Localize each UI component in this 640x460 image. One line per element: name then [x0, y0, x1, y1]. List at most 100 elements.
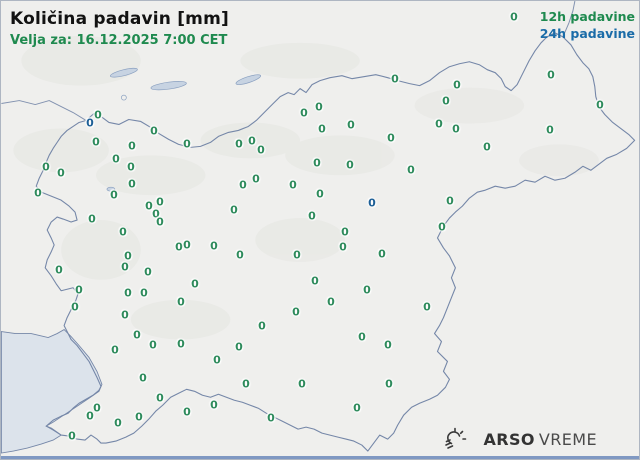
station-value-12h: 0 — [257, 143, 265, 157]
station-value-12h: 0 — [175, 240, 183, 254]
station-value-12h: 0 — [110, 188, 118, 202]
station-value-12h: 0 — [156, 391, 164, 405]
station-value-12h: 0 — [452, 122, 460, 136]
station-value-12h: 0 — [177, 295, 185, 309]
sun-icon — [445, 427, 467, 449]
station-value-12h: 0 — [144, 265, 152, 279]
station-value-12h: 0 — [71, 300, 79, 314]
station-value-12h: 0 — [313, 156, 321, 170]
station-value-12h: 0 — [124, 249, 132, 263]
station-value-12h: 0 — [358, 330, 366, 344]
station-value-12h: 0 — [510, 10, 518, 24]
station-value-12h: 0 — [112, 152, 120, 166]
station-value-12h: 0 — [86, 409, 94, 423]
station-value-12h: 0 — [149, 338, 157, 352]
station-value-12h: 0 — [453, 78, 461, 92]
station-value-12h: 0 — [94, 108, 102, 122]
station-value-24h: 0 — [368, 196, 376, 210]
logo-text-arso: ARSO — [483, 429, 535, 449]
station-value-12h: 0 — [55, 263, 63, 277]
station-value-12h: 0 — [546, 123, 554, 137]
station-value-12h: 0 — [235, 137, 243, 151]
station-value-12h: 0 — [93, 401, 101, 415]
slovenia-border — [35, 32, 636, 452]
station-value-12h: 0 — [483, 140, 491, 154]
station-value-12h: 0 — [213, 353, 221, 367]
station-value-12h: 0 — [311, 274, 319, 288]
station-value-12h: 0 — [114, 416, 122, 430]
border-lines — [1, 1, 576, 121]
station-value-12h: 0 — [135, 410, 143, 424]
valid-time-label: Velja za: 16.12.2025 7:00 CET — [10, 33, 228, 49]
station-value-12h: 0 — [391, 72, 399, 86]
station-value-12h: 0 — [133, 328, 141, 342]
station-value-12h: 0 — [140, 286, 148, 300]
station-value-12h: 0 — [242, 377, 250, 391]
sea-area — [1, 329, 103, 454]
station-value-12h: 0 — [183, 405, 191, 419]
station-value-12h: 0 — [442, 94, 450, 108]
station-value-12h: 0 — [346, 158, 354, 172]
station-value-12h: 0 — [92, 135, 100, 149]
station-value-12h: 0 — [308, 209, 316, 223]
map-header: Količina padavin [mm] Velja za: 16.12.20… — [10, 9, 229, 50]
station-value-12h: 0 — [111, 343, 119, 357]
page-title: Količina padavin [mm] — [10, 9, 229, 29]
station-value-12h: 0 — [177, 337, 185, 351]
station-value-12h: 0 — [316, 187, 324, 201]
legend-item-12h: 12h padavine — [539, 9, 635, 24]
station-value-12h: 0 — [139, 371, 147, 385]
station-value-12h: 0 — [363, 283, 371, 297]
station-value-12h: 0 — [339, 240, 347, 254]
station-value-12h: 0 — [34, 186, 42, 200]
station-value-12h: 0 — [235, 340, 243, 354]
station-value-12h: 0 — [128, 177, 136, 191]
station-value-12h: 0 — [88, 212, 96, 226]
station-value-12h: 0 — [210, 239, 218, 253]
station-value-12h: 0 — [248, 134, 256, 148]
terrain-shading — [1, 35, 599, 368]
station-value-12h: 0 — [42, 160, 50, 174]
station-value-12h: 0 — [210, 398, 218, 412]
station-value-12h: 0 — [121, 308, 129, 322]
station-value-12h: 0 — [145, 199, 153, 213]
station-value-12h: 0 — [300, 106, 308, 120]
arso-vreme-logo: ARSO VREME — [443, 427, 597, 451]
map-bottom-edge — [1, 456, 639, 459]
station-value-12h: 0 — [267, 411, 275, 425]
station-value-12h: 0 — [75, 283, 83, 297]
station-value-12h: 0 — [128, 139, 136, 153]
station-value-12h: 0 — [315, 100, 323, 114]
station-value-12h: 0 — [156, 215, 164, 229]
station-value-12h: 0 — [150, 124, 158, 138]
station-value-12h: 0 — [119, 225, 127, 239]
logo-text-vreme: VREME — [538, 429, 597, 449]
station-value-12h: 0 — [57, 166, 65, 180]
station-value-12h: 0 — [384, 338, 392, 352]
station-value-12h: 0 — [341, 225, 349, 239]
station-value-12h: 0 — [183, 137, 191, 151]
station-value-12h: 0 — [127, 160, 135, 174]
station-value-12h: 0 — [292, 305, 300, 319]
legend-item-24h: 24h padavine — [539, 25, 635, 41]
station-value-12h: 0 — [347, 118, 355, 132]
station-value-12h: 0 — [318, 122, 326, 136]
station-value-12h: 0 — [156, 195, 164, 209]
station-value-12h: 0 — [121, 260, 129, 274]
station-value-12h: 0 — [423, 300, 431, 314]
station-value-24h: 0 — [86, 116, 94, 130]
station-value-12h: 0 — [183, 238, 191, 252]
station-value-12h: 0 — [596, 98, 604, 112]
station-value-12h: 0 — [239, 178, 247, 192]
logo-text: ARSO VREME — [483, 430, 597, 449]
station-value-12h: 0 — [152, 207, 160, 221]
station-value-12h: 0 — [353, 401, 361, 415]
station-value-12h: 0 — [68, 429, 76, 443]
station-value-12h: 0 — [387, 131, 395, 145]
station-value-12h: 0 — [378, 247, 386, 261]
station-value-12h: 0 — [438, 220, 446, 234]
station-value-12h: 0 — [236, 248, 244, 262]
